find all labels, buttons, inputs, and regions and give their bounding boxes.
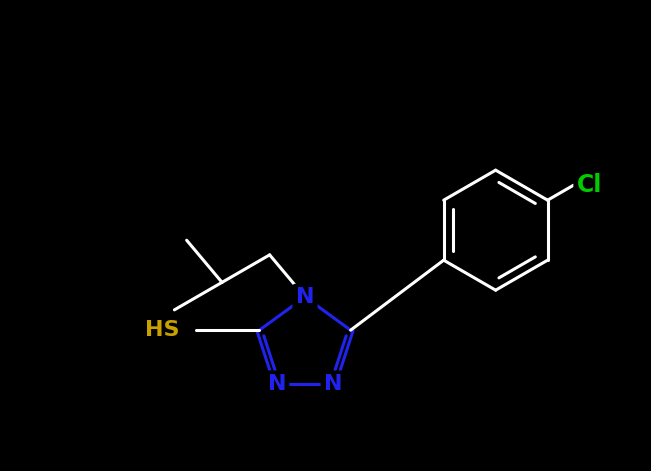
Text: N: N (268, 374, 286, 394)
Text: HS: HS (145, 320, 179, 340)
Text: Cl: Cl (577, 173, 602, 197)
Text: N: N (324, 374, 342, 394)
Text: N: N (296, 287, 314, 307)
